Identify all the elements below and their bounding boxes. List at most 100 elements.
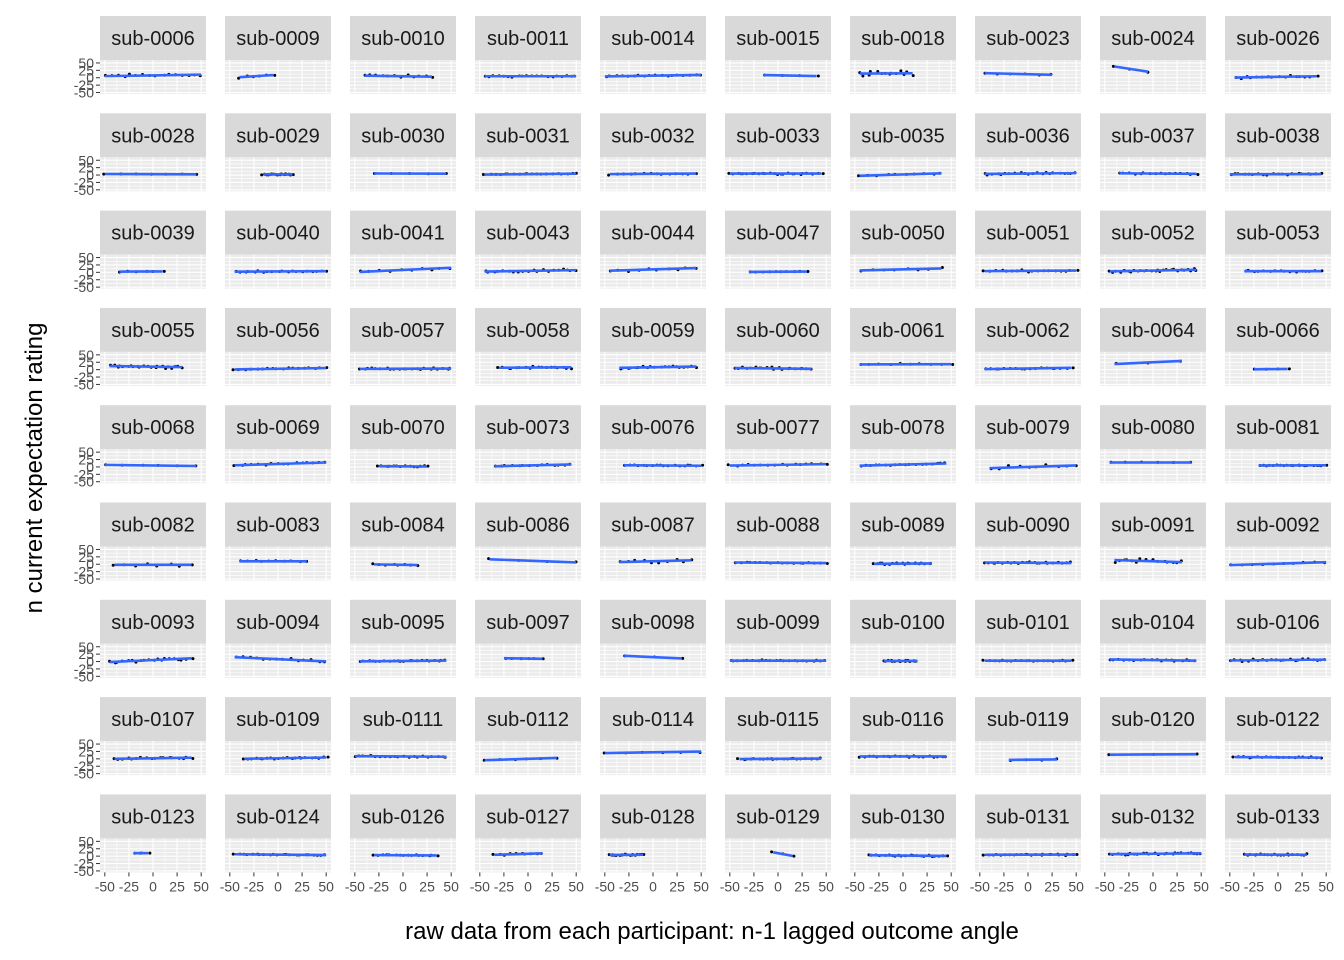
fit-line [234, 269, 327, 274]
facet-strip-label: sub-0035 [861, 125, 944, 147]
data-point [148, 851, 152, 855]
fit-line [624, 654, 682, 660]
facet-strip [1225, 502, 1331, 547]
facet-strip-label: sub-0115 [737, 709, 819, 731]
x-tick-label: -50 [1095, 878, 1115, 894]
y-tick-label: 0 [86, 848, 94, 864]
facet-strip-label: sub-0086 [486, 515, 569, 537]
panel-grid [725, 157, 831, 192]
x-ticks-col-4: -50 -25 0 25 50 [470, 872, 584, 894]
facet-panel-sub-0038: sub-0038 [1225, 113, 1331, 192]
facet-panel-sub-0029: sub-0029 [225, 113, 331, 192]
data-point [727, 171, 731, 175]
x-tick-label: 0 [1024, 878, 1032, 894]
y-tick-label: 25 [78, 62, 94, 78]
facet-panel-sub-0079: sub-0079 [975, 405, 1081, 484]
facet-strip [225, 599, 331, 644]
facet-panel-sub-0064: sub-0064 [1100, 307, 1206, 386]
facet-strip [350, 307, 456, 352]
facet-strip [600, 210, 706, 255]
data-point [162, 269, 166, 273]
data-point [191, 657, 195, 661]
facet-strip [600, 405, 706, 450]
facet-strip [475, 16, 581, 60]
facet-panel-sub-0057: sub-0057 [350, 307, 456, 386]
data-point [911, 74, 915, 78]
facet-panel-sub-0088: sub-0088 [725, 502, 831, 581]
fit-line [244, 756, 327, 761]
facet-strip [350, 113, 456, 158]
data-point [102, 172, 106, 176]
y-tick-label: 0 [86, 264, 94, 280]
fit-line [1109, 852, 1202, 856]
facet-panel-sub-0129: sub-0129 [725, 794, 831, 873]
x-tick-label: -25 [244, 878, 264, 894]
panel-grid [475, 741, 581, 776]
facet-strip-label: sub-0039 [111, 223, 194, 245]
data-point [491, 852, 495, 856]
fit-line [114, 756, 192, 761]
data-point [736, 757, 740, 761]
facet-strip-label: sub-0009 [236, 28, 319, 50]
facet-strip [1100, 307, 1206, 352]
facet-strip [100, 113, 206, 158]
facet-strip-label: sub-0087 [611, 515, 694, 537]
fit-line [609, 266, 697, 273]
facet-panel-sub-0090: sub-0090 [975, 502, 1081, 581]
facet-strip [600, 16, 706, 60]
y-tick-label: 50 [78, 736, 94, 752]
fit-line [374, 563, 418, 567]
panel-grid [350, 449, 456, 484]
facet-strip [725, 113, 831, 158]
facet-strip [850, 502, 956, 547]
data-point [191, 757, 195, 761]
facet-strip [975, 794, 1081, 839]
facet-strip [850, 16, 956, 60]
facet-strip [1225, 210, 1331, 255]
facet-panel-sub-0077: sub-0077 [725, 405, 831, 484]
facet-strip [975, 405, 1081, 450]
y-tick-label: 50 [78, 152, 94, 168]
facet-panel-sub-0073: sub-0073 [475, 405, 581, 484]
facet-strip-label: sub-0015 [736, 28, 819, 50]
data-point [231, 852, 235, 856]
x-tick-label: -25 [494, 878, 514, 894]
fit-line [1234, 74, 1317, 79]
fit-line [1109, 268, 1197, 273]
facet-strip-label: sub-0068 [111, 417, 194, 439]
x-ticks-col-7: -50 -25 0 25 50 [845, 872, 959, 894]
facet-strip-label: sub-0122 [1236, 709, 1319, 731]
facet-strip-label: sub-0126 [361, 806, 444, 828]
fit-line [859, 462, 947, 467]
x-ticks-col-8: -50 -25 0 25 50 [970, 872, 1084, 894]
facet-strip [975, 16, 1081, 60]
fit-line [1109, 658, 1197, 663]
facet-panel-sub-0109: sub-0109 [225, 697, 331, 776]
facet-panel-sub-0080: sub-0080 [1100, 405, 1206, 484]
panel-grid [1225, 741, 1331, 776]
fit-line [484, 756, 557, 762]
facet-strip [1100, 405, 1206, 450]
facet-panel-sub-0044: sub-0044 [600, 210, 706, 289]
facet-panel-sub-0094: sub-0094 [225, 599, 331, 678]
facet-strip [1225, 794, 1331, 839]
x-tick-label: 50 [818, 878, 834, 894]
fit-line [1229, 560, 1327, 567]
fit-line [109, 656, 192, 664]
facet-panel-sub-0061: sub-0061 [850, 307, 956, 386]
data-point [857, 174, 861, 178]
facet-panel-sub-0014: sub-0014 [600, 16, 706, 94]
x-tick-label: 0 [274, 878, 282, 894]
x-tick-label: 25 [544, 878, 560, 894]
x-tick-label: 25 [794, 878, 810, 894]
facet-strip-label: sub-0079 [986, 417, 1069, 439]
facet-strip-label: sub-0053 [1236, 223, 1319, 245]
facet-strip [350, 794, 456, 839]
fit-line [729, 462, 827, 467]
data-point [792, 854, 796, 858]
facet-panel-sub-0052: sub-0052 [1100, 210, 1206, 289]
facet-panel-sub-0028: sub-0028 [100, 113, 206, 192]
fit-line [234, 852, 327, 857]
x-tick-label: -25 [744, 878, 764, 894]
fit-line [104, 73, 202, 78]
